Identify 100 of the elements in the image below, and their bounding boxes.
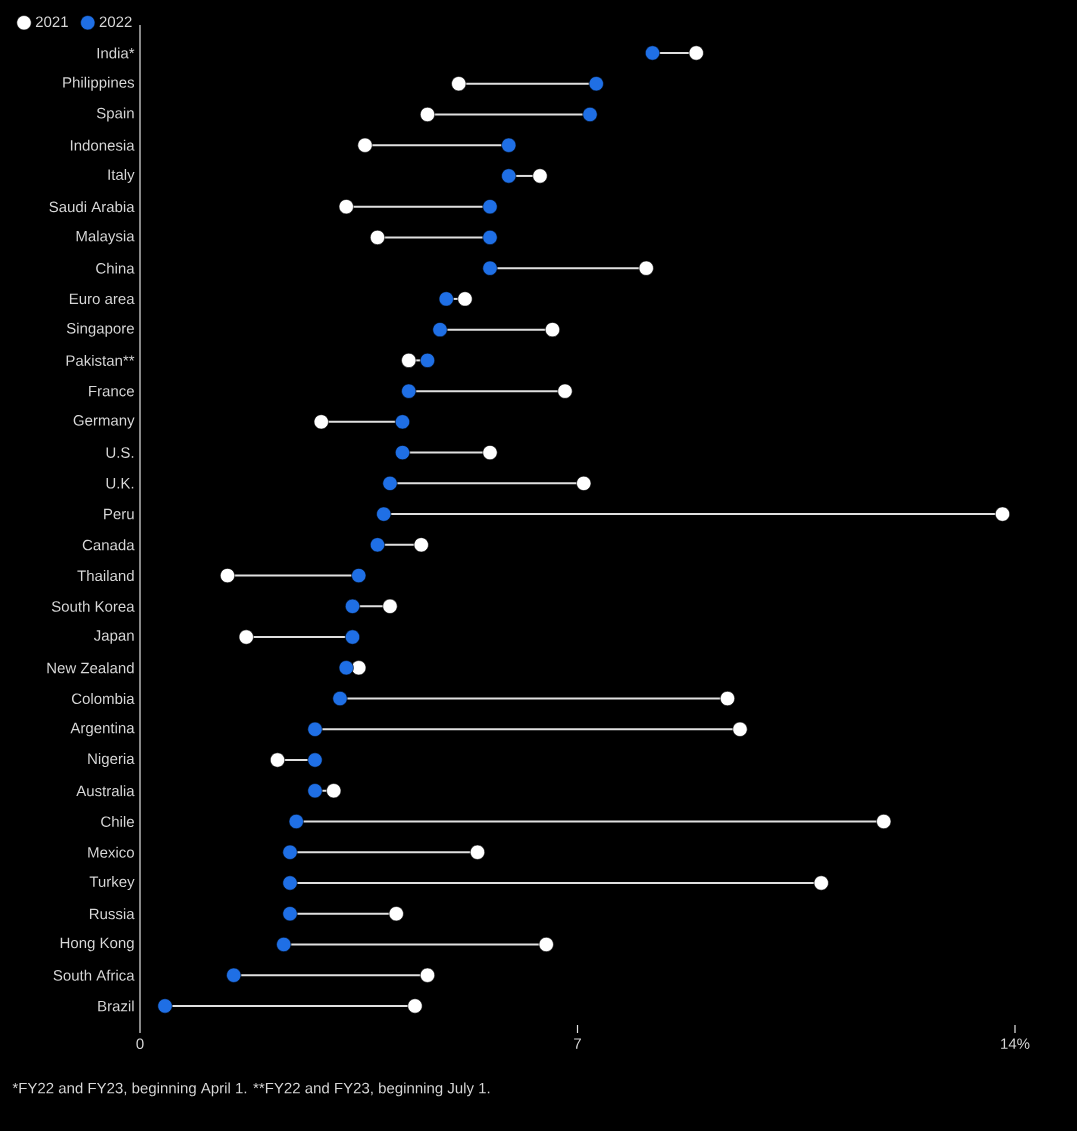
point (420, 106, 435, 122)
point (276, 936, 292, 952)
y-tick-label: Nigeria (88, 753, 135, 767)
point (401, 352, 417, 368)
legend-label: 2021 (35, 16, 68, 28)
y-tick-label: Mexico (88, 846, 134, 858)
point (813, 875, 829, 891)
y-tick-label: U.S. (106, 447, 134, 458)
y-tick-label: China (96, 262, 135, 274)
point (345, 629, 360, 645)
point (451, 76, 467, 92)
point (470, 844, 485, 860)
y-tick-label: Euro area (69, 293, 135, 305)
point (413, 537, 429, 553)
point (588, 76, 604, 92)
point (382, 598, 398, 614)
point (645, 45, 660, 61)
point (282, 875, 298, 891)
y-tick-label: Colombia (71, 693, 135, 705)
point (307, 752, 323, 768)
y-tick-label: France (89, 385, 134, 397)
x-tick-label: 0 (136, 1038, 144, 1050)
point (438, 291, 454, 307)
y-tick-label: India* (97, 47, 135, 59)
point (482, 229, 498, 245)
point (307, 721, 323, 737)
y-tick-label: Russia (89, 908, 135, 920)
point (482, 445, 498, 461)
point (269, 752, 285, 768)
y-tick-label: Indonesia (70, 139, 135, 151)
y-tick-label: Saudi Arabia (49, 201, 135, 213)
point (401, 383, 417, 399)
point (338, 199, 354, 215)
point (338, 660, 354, 676)
y-tick-label: Japan (93, 630, 134, 644)
point (382, 475, 398, 491)
point (370, 229, 385, 245)
point (688, 45, 704, 61)
y-tick-label: Italy (108, 168, 135, 183)
point (557, 383, 573, 399)
point (420, 967, 435, 983)
point (538, 936, 554, 952)
point (544, 322, 560, 338)
y-tick-label: Spain (96, 107, 134, 122)
point (388, 906, 404, 922)
point (876, 814, 892, 830)
y-tick-label: Pakistan** (66, 354, 135, 366)
point (407, 998, 423, 1014)
point (576, 475, 592, 491)
point (307, 783, 323, 799)
y-tick-label: Thailand (77, 570, 134, 582)
y-tick-label: New Zealand (47, 662, 134, 674)
point (226, 967, 242, 983)
point (638, 260, 654, 276)
point (482, 199, 498, 215)
point (332, 691, 348, 707)
point (532, 168, 548, 184)
point (345, 598, 360, 614)
point (238, 629, 254, 645)
y-tick-label: Argentina (70, 722, 135, 737)
point (457, 291, 473, 307)
y-tick-label: Malaysia (76, 230, 135, 245)
point (370, 537, 385, 553)
y-tick-label: Peru (104, 508, 134, 520)
y-tick-label: Australia (76, 785, 135, 797)
text: *FY22 and FY23, beginning April 1. **FY22 and FY23, beginning July 1. (12, 1082, 490, 1097)
point (157, 998, 173, 1014)
point (357, 137, 373, 153)
point (994, 506, 1010, 522)
point (482, 260, 498, 276)
point (326, 783, 342, 799)
point (282, 906, 298, 922)
point (395, 445, 410, 461)
y-tick-label: Germany (73, 415, 135, 429)
point (282, 844, 298, 860)
point (220, 568, 235, 584)
legend-label: 2022 (99, 16, 132, 28)
y-tick-label: Philippines (63, 76, 135, 91)
x-tick-label: 14% (1001, 1038, 1030, 1049)
y-tick-label: U.K. (106, 478, 134, 489)
point (288, 814, 304, 830)
point (395, 414, 410, 430)
point (376, 506, 392, 522)
y-tick-label: Hong Kong (60, 937, 134, 952)
x-tick-label: 7 (574, 1038, 581, 1049)
y-tick-label: Singapore (66, 322, 134, 337)
point (501, 168, 517, 184)
y-tick-label: South Africa (53, 969, 135, 981)
y-tick-label: Brazil (98, 1000, 134, 1012)
y-tick-label: Chile (101, 816, 134, 828)
point (351, 568, 367, 584)
point (420, 352, 435, 368)
y-tick-label: South Korea (51, 600, 135, 612)
point (432, 322, 448, 338)
y-tick-label: Canada (82, 539, 135, 551)
point (720, 691, 735, 707)
point (732, 721, 748, 737)
point (313, 414, 329, 430)
point (582, 106, 598, 122)
point (501, 137, 517, 153)
